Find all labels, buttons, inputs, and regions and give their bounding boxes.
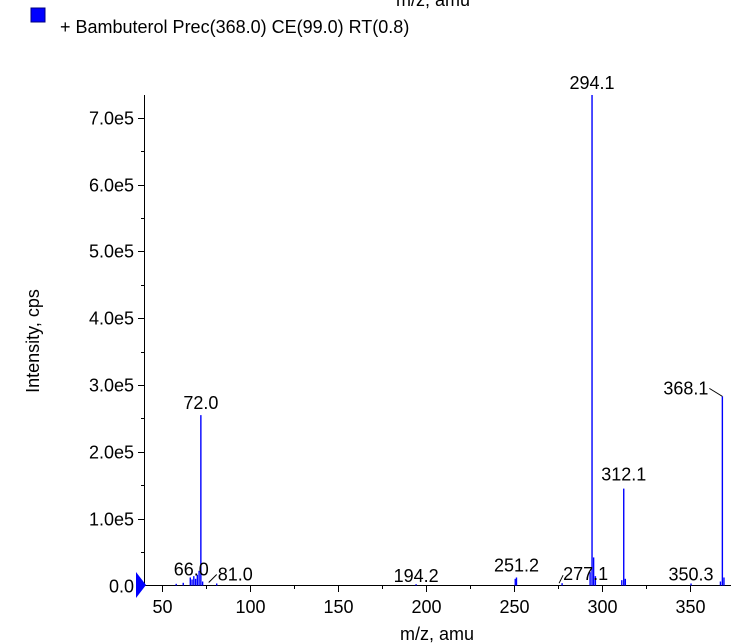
peak-labels: 72.0 66.0 81.0 194.2 251.2 277.1 294.1 312.1 350… [174, 73, 723, 586]
peak-label-leader [709, 387, 723, 397]
peak-label: 294.1 [570, 73, 615, 93]
peak-label: 251.2 [494, 555, 539, 575]
chart-title: + Bambuterol Prec(368.0) CE(99.0) RT(0.8… [60, 17, 409, 37]
y-tick-label: 7.0e5 [89, 109, 134, 129]
peaks [175, 95, 725, 586]
x-axis-label: m/z, amu [400, 624, 474, 643]
y-axis-label: Intensity, cps [23, 289, 43, 393]
legend-swatch [30, 7, 46, 23]
peak-label: 350.3 [668, 564, 713, 584]
threshold-marker-icon[interactable] [136, 572, 146, 598]
peak-label: 66.0 [174, 559, 209, 579]
x-tick-label: 250 [499, 597, 529, 617]
y-tick-label: 2.0e5 [89, 443, 134, 463]
peak-label: 72.0 [183, 393, 218, 413]
x-tick-label: 300 [587, 597, 617, 617]
y-tick-label: 0.0 [109, 577, 134, 597]
y-axis: 0.0 1.0e5 2.0e5 3.0e5 4.0e5 5.0e5 6.0e5 7.0e5 [89, 95, 145, 597]
peak-label: 312.1 [601, 465, 646, 485]
peak-label: 81.0 [218, 564, 253, 584]
y-tick-label: 5.0e5 [89, 242, 134, 262]
peak-label: 368.1 [663, 378, 708, 398]
y-tick-label: 6.0e5 [89, 176, 134, 196]
x-tick-label: 100 [235, 597, 265, 617]
legend: + Bambuterol Prec(368.0) CE(99.0) RT(0.8… [30, 7, 409, 37]
peak-label-leader [558, 574, 564, 584]
peak-label: 194.2 [394, 566, 439, 586]
x-tick-label: 350 [675, 597, 705, 617]
x-tick-label: 200 [411, 597, 441, 617]
x-tick-label: 50 [152, 597, 172, 617]
top-cut-text: m/z, amu [396, 0, 470, 10]
y-tick-label: 3.0e5 [89, 376, 134, 396]
x-axis: 50 100 150 200 250 300 350 [144, 585, 731, 617]
y-tick-label: 1.0e5 [89, 510, 134, 530]
peak-label-leader [208, 574, 218, 583]
y-tick-label: 4.0e5 [89, 309, 134, 329]
peak-label: 277.1 [563, 564, 608, 584]
x-tick-label: 150 [323, 597, 353, 617]
